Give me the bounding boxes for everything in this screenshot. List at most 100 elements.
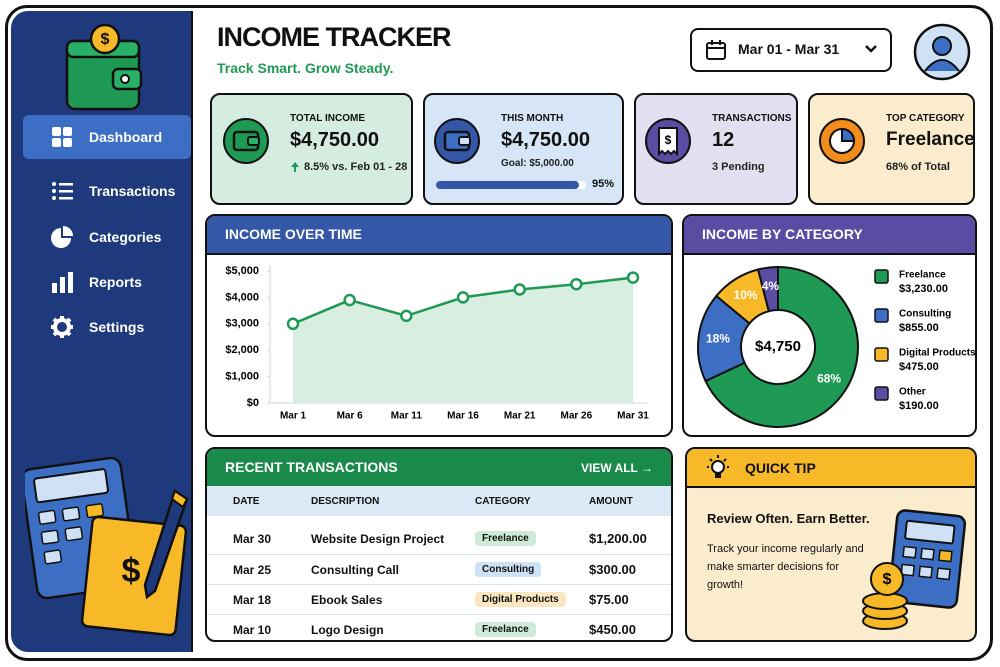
nav-label: Transactions bbox=[89, 183, 176, 199]
icon-shape bbox=[711, 460, 725, 474]
card-value: $4,750.00 bbox=[290, 129, 379, 151]
tip-panel: QUICK TIP Review Often. Earn Better. Tra… bbox=[685, 447, 977, 642]
stat-card: $ TRANSACTIONS 12 3 Pending bbox=[634, 93, 798, 205]
card-note: Goal: $5,000.00 bbox=[501, 158, 574, 169]
table-row: Mar 30 Website Design Project Freelance $1,… bbox=[207, 524, 671, 554]
icon-shape bbox=[68, 272, 73, 293]
panel-title: RECENT TRANSACTIONS bbox=[207, 449, 671, 488]
legend-label: Consulting bbox=[899, 309, 951, 320]
pie-chart: 68% Freelance $3,230.00 18% Consulting $855.0… bbox=[697, 265, 976, 428]
table: DATE DESCRIPTION CATEGORY AMOUNT Mar 30 Websi… bbox=[207, 486, 671, 640]
card-note: 68% of Total bbox=[886, 161, 950, 173]
legend-label: Digital Products bbox=[899, 348, 976, 359]
point bbox=[626, 271, 640, 284]
icon-shape bbox=[870, 562, 904, 596]
point bbox=[570, 277, 583, 291]
icon-shape bbox=[902, 545, 917, 559]
icon-shape bbox=[709, 458, 713, 462]
icon-shape bbox=[52, 127, 61, 136]
legend-amount: $855.00 bbox=[899, 322, 939, 334]
legend-swatch bbox=[874, 347, 889, 362]
icon-shape bbox=[59, 190, 73, 193]
card-value: $4,750.00 bbox=[501, 129, 590, 151]
y-tick-label: $0 bbox=[247, 397, 259, 409]
icon-shape bbox=[920, 547, 935, 561]
icon-shape bbox=[904, 519, 956, 545]
icon-shape bbox=[900, 545, 953, 581]
nav-item[interactable]: Reports bbox=[23, 260, 191, 304]
icon-shape bbox=[247, 136, 260, 146]
icon-shape bbox=[52, 283, 57, 293]
sidebar-illustration: $ bbox=[25, 456, 189, 637]
stat-card: THIS MONTH $4,750.00 Goal: $5,000.00 95% bbox=[423, 93, 624, 205]
legend-swatch bbox=[874, 269, 889, 284]
nav-item[interactable]: Settings bbox=[23, 305, 191, 349]
transactions-panel: RECENT TRANSACTIONS VIEW ALL → DATE DESCR… bbox=[205, 447, 673, 642]
y-tick-label: $4,000 bbox=[225, 291, 259, 303]
date-picker[interactable]: Mar 01 - Mar 31 bbox=[690, 28, 892, 72]
nav-icon bbox=[51, 226, 73, 248]
x-tick-label: Mar 6 bbox=[337, 411, 364, 422]
cell-description: Ebook Sales bbox=[311, 593, 383, 607]
sidebar: $ Dashboard Transactions Categories Repo… bbox=[11, 11, 193, 652]
stat-card: TOTAL INCOME $4,750.00 8.5% vs. Feb 01 -… bbox=[210, 93, 413, 205]
legend-amount: $475.00 bbox=[899, 361, 939, 373]
icon-shape bbox=[291, 162, 299, 172]
card-note: 8.5% vs. Feb 01 - 28 bbox=[304, 161, 408, 173]
icon-shape bbox=[900, 563, 916, 577]
x-tick-label: Mar 1 bbox=[280, 411, 307, 422]
progress-fill bbox=[436, 181, 579, 189]
slice bbox=[756, 265, 779, 313]
icon-shape bbox=[52, 182, 56, 186]
nav-icon bbox=[52, 272, 73, 293]
cell-date: Mar 25 bbox=[233, 563, 272, 577]
slice-label: 10% bbox=[734, 288, 758, 302]
cell-date: Mar 10 bbox=[233, 623, 272, 637]
panel-title: INCOME OVER TIME bbox=[207, 216, 671, 255]
legend-swatch bbox=[874, 308, 889, 323]
icon-shape bbox=[862, 562, 908, 630]
y-tick-label: $1,000 bbox=[225, 371, 259, 383]
point bbox=[286, 317, 300, 331]
cell-description: Website Design Project bbox=[311, 532, 445, 546]
avatar[interactable] bbox=[913, 23, 971, 81]
table-row: Mar 25 Consulting Call Consulting $300.00 bbox=[207, 554, 671, 585]
nav-item[interactable]: Dashboard bbox=[23, 115, 191, 159]
app-subtitle: Track Smart. Grow Steady. bbox=[217, 60, 394, 76]
legend-swatch bbox=[874, 386, 889, 401]
table-row: Mar 10 Logo Design Freelance $450.00 bbox=[207, 614, 671, 640]
icon-shape bbox=[89, 23, 121, 55]
icon-shape bbox=[865, 45, 877, 53]
panel-title: INCOME BY CATEGORY bbox=[684, 216, 975, 255]
icon-shape bbox=[936, 567, 951, 581]
trend-up-icon bbox=[291, 162, 299, 172]
nav-item[interactable]: Categories bbox=[23, 215, 191, 259]
point bbox=[513, 283, 526, 296]
icon-shape bbox=[51, 316, 73, 338]
nav-item[interactable]: Transactions bbox=[23, 169, 191, 213]
icon-shape bbox=[841, 127, 856, 142]
view-all-link[interactable]: VIEW ALL → bbox=[581, 461, 653, 475]
legend-amount: $3,230.00 bbox=[899, 283, 948, 295]
pie-chart-panel: INCOME BY CATEGORY 68% Freelance $3,230.00… bbox=[682, 214, 977, 437]
tip-heading: Review Often. Earn Better. bbox=[707, 511, 870, 526]
line-chart-panel: INCOME OVER TIME $0 $1,000 $2,000 $3,000 $4,… bbox=[205, 214, 673, 437]
cell-amount: $450.00 bbox=[589, 622, 636, 637]
legend-label: Other bbox=[899, 387, 926, 398]
icon-shape bbox=[43, 549, 63, 565]
icon-shape: $ bbox=[122, 552, 141, 590]
y-tick-label: $5,000 bbox=[225, 265, 259, 277]
icon-shape bbox=[52, 138, 61, 147]
card-note: 3 Pending bbox=[712, 161, 765, 173]
nav-label: Categories bbox=[89, 229, 162, 245]
panel-title-bar bbox=[687, 449, 975, 488]
frame bbox=[5, 5, 993, 661]
cell-date: Mar 30 bbox=[233, 532, 272, 546]
icon-shape bbox=[59, 183, 73, 186]
date-range: Mar 01 - Mar 31 bbox=[738, 41, 840, 57]
cell-amount: $300.00 bbox=[589, 562, 636, 577]
nav-label: Settings bbox=[89, 319, 145, 335]
chevron-icon bbox=[865, 45, 877, 53]
nav-icon bbox=[52, 182, 73, 200]
card-label: THIS MONTH bbox=[501, 113, 564, 124]
